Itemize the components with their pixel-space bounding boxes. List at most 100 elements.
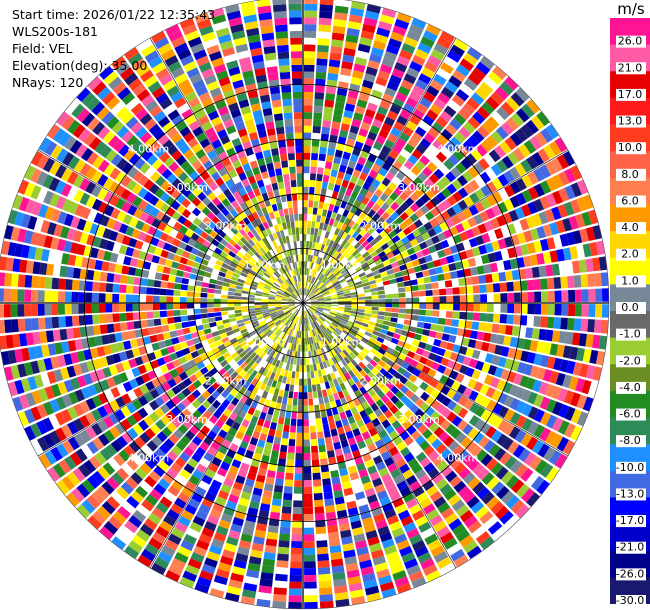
range-gate <box>131 367 141 378</box>
range-gate <box>292 364 297 372</box>
range-gate <box>337 461 347 470</box>
range-gate <box>327 415 335 424</box>
range-gate <box>146 319 155 327</box>
range-gate <box>211 381 221 390</box>
range-gate <box>459 509 474 523</box>
range-gate <box>189 425 200 436</box>
range-gate <box>216 385 225 395</box>
range-gate <box>246 375 255 384</box>
range-gate <box>410 430 422 441</box>
range-gate <box>241 343 250 351</box>
range-gate <box>340 529 352 539</box>
range-gate <box>176 413 187 424</box>
range-gate <box>428 330 437 338</box>
range-gate <box>298 206 303 214</box>
range-gate <box>234 292 242 297</box>
range-gate <box>73 189 85 203</box>
range-gate <box>486 399 497 412</box>
range-gate <box>304 10 318 18</box>
range-gate <box>202 409 213 420</box>
range-gate <box>55 427 67 442</box>
range-gate <box>349 342 357 349</box>
range-gate <box>259 278 267 284</box>
range-gate <box>266 392 273 401</box>
range-gate <box>359 325 368 331</box>
range-gate <box>348 582 363 592</box>
range-gate <box>317 305 325 308</box>
range-gate <box>203 435 214 446</box>
range-gate <box>164 259 173 268</box>
range-gate <box>303 98 313 106</box>
range-gate <box>227 306 235 311</box>
range-gate <box>298 200 303 208</box>
range-gate <box>277 288 285 294</box>
range-gate <box>131 454 144 467</box>
range-gate <box>281 306 289 309</box>
range-gate <box>222 351 231 360</box>
range-gate <box>226 536 239 546</box>
range-gate <box>485 457 499 471</box>
range-gate <box>331 435 340 444</box>
range-gate <box>317 303 325 306</box>
range-gate <box>410 320 418 327</box>
range-gate <box>354 320 363 326</box>
range-gate <box>466 545 482 559</box>
range-gate <box>363 366 371 375</box>
range-gate <box>319 4 334 13</box>
range-gate <box>234 374 243 383</box>
range-gate <box>285 319 291 326</box>
range-gate <box>311 214 317 222</box>
range-gate <box>364 437 374 447</box>
range-gate <box>323 168 331 176</box>
range-gate <box>273 388 280 396</box>
range-gate <box>303 513 314 521</box>
range-gate <box>79 177 91 191</box>
range-gate <box>433 520 447 533</box>
range-gate <box>335 420 343 429</box>
range-gate <box>201 563 216 575</box>
range-gate <box>327 450 336 458</box>
range-gate <box>231 341 240 348</box>
range-gate <box>314 228 319 236</box>
range-gate <box>356 418 365 428</box>
range-gate <box>358 504 370 514</box>
range-gate <box>40 219 51 234</box>
range-gate <box>309 425 317 433</box>
range-gate <box>186 297 194 303</box>
range-gate <box>111 472 125 486</box>
range-gate <box>95 225 106 237</box>
range-gate <box>275 168 283 176</box>
range-gate <box>437 501 451 514</box>
range-gate <box>282 397 288 405</box>
range-gate <box>126 458 139 471</box>
range-gate <box>300 310 303 318</box>
range-gate <box>503 408 515 422</box>
range-gate <box>288 314 294 320</box>
range-gate <box>18 394 30 410</box>
range-gate <box>303 473 312 481</box>
range-gate <box>225 433 235 443</box>
range-gate <box>340 374 348 383</box>
range-gate <box>276 395 283 404</box>
range-gate <box>57 211 68 225</box>
range-gate <box>157 460 170 472</box>
range-gate <box>406 350 416 359</box>
range-gate <box>304 37 316 45</box>
range-gate <box>205 266 214 273</box>
range-gate <box>321 389 328 397</box>
range-gate <box>457 485 471 499</box>
range-gate <box>455 529 470 542</box>
range-gate <box>114 185 126 197</box>
range-gate <box>292 308 298 314</box>
range-gate <box>134 240 144 250</box>
range-gate <box>303 507 314 515</box>
range-gate <box>279 314 286 320</box>
range-gate <box>346 386 355 395</box>
range-gate <box>232 437 242 447</box>
range-gate <box>238 539 252 550</box>
range-gate <box>179 341 188 350</box>
range-gate <box>124 545 140 559</box>
range-gate <box>310 159 318 168</box>
range-gate <box>280 332 286 340</box>
range-gate <box>487 521 503 535</box>
